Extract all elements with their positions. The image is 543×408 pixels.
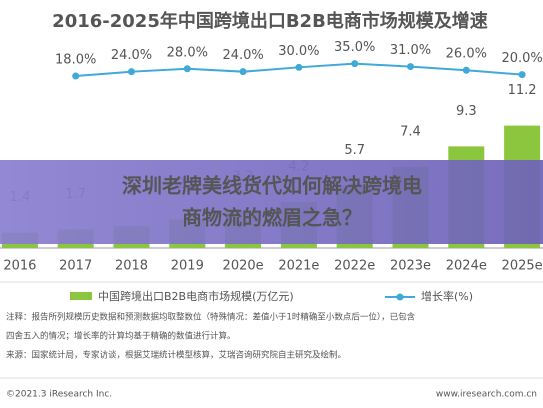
x-tick-label: 2018 <box>115 259 148 274</box>
banner-bg <box>0 160 543 244</box>
banner-text: 深圳老牌美线货代如何解决跨境电 <box>122 174 422 198</box>
chart-title: 2016-2025年中国跨境出口B2B电商市场规模及增速 <box>52 10 488 32</box>
x-tick-label: 2017 <box>59 259 92 274</box>
line-marker <box>183 65 191 73</box>
data-label: 35.0% <box>334 40 375 55</box>
line-marker <box>295 63 303 71</box>
data-label: 18.0% <box>55 53 96 68</box>
x-tick-label: 2020e <box>223 259 264 274</box>
data-label: 24.0% <box>111 48 152 63</box>
legend-label: 中国跨境出口B2B电商市场规模(万亿元) <box>98 289 294 303</box>
line-marker <box>239 68 247 76</box>
note: 注释：报告所列规模历史数据和预测数据均取整数位（特殊情况：差值小于1时精确至小数… <box>6 312 416 323</box>
data-label: 24.0% <box>222 48 263 63</box>
footer: www.iresearch.com.cn <box>436 390 537 400</box>
line-marker <box>462 66 470 74</box>
banner-text: 商物流的燃眉之急？ <box>182 206 362 230</box>
legend-label: 增长率(%) <box>421 289 473 303</box>
line-marker <box>72 72 80 80</box>
data-label: 28.0% <box>167 45 208 60</box>
data-label: 30.0% <box>278 44 319 59</box>
x-tick-label: 2016 <box>3 259 36 274</box>
x-tick-label: 2023e <box>390 259 431 274</box>
data-label: 7.4 <box>400 125 421 140</box>
x-tick-label: 2022e <box>334 259 375 274</box>
line-marker <box>518 71 526 79</box>
data-label: 9.3 <box>456 104 477 119</box>
x-tick-label: 2021e <box>278 259 319 274</box>
data-label: 31.0% <box>390 43 431 58</box>
note: 来源：国家统计局，专家访谈，根据艾瑞统计模型核算，艾瑞咨询研究院自主研究及绘制。 <box>6 350 346 361</box>
line-marker <box>407 63 414 71</box>
data-label: 20.0% <box>501 51 542 66</box>
x-tick-label: 2025e <box>502 259 543 274</box>
line-marker <box>128 68 135 76</box>
x-tick-label: 2019 <box>171 259 204 274</box>
note: 四舍五入的情况；增长率的计算均基于精确的数值进行计算。 <box>6 331 236 342</box>
data-label: 11.2 <box>508 83 537 98</box>
legend-swatch <box>396 293 404 301</box>
footer: ©2021.3 iResearch Inc. <box>6 390 112 400</box>
line-marker <box>351 60 359 68</box>
data-label: 5.7 <box>344 143 365 158</box>
banner: 深圳老牌美线货代如何解决跨境电 商物流的燃眉之急？ <box>0 160 543 244</box>
legend-swatch <box>70 292 92 300</box>
data-label: 26.0% <box>446 47 487 62</box>
x-tick-label: 2024e <box>446 259 487 274</box>
